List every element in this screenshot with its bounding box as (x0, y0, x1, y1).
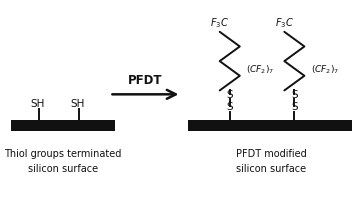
Text: SH: SH (70, 98, 84, 108)
Text: Thiol groups terminated: Thiol groups terminated (4, 148, 121, 158)
Text: $(CF_2)_7$: $(CF_2)_7$ (246, 63, 275, 75)
Text: S: S (227, 102, 233, 112)
Text: PFDT: PFDT (128, 74, 163, 87)
Text: silicon surface: silicon surface (236, 163, 306, 173)
Text: $F_3C$: $F_3C$ (275, 16, 294, 30)
Text: PFDT modified: PFDT modified (236, 148, 307, 158)
Bar (188, 120, 352, 132)
Text: S: S (291, 102, 298, 112)
Text: silicon surface: silicon surface (28, 163, 98, 173)
Text: S: S (291, 89, 298, 99)
Text: $F_3C$: $F_3C$ (210, 16, 229, 30)
Bar (11, 120, 115, 132)
Text: S: S (227, 89, 233, 99)
Text: SH: SH (31, 98, 45, 108)
Text: $(CF_2)_7$: $(CF_2)_7$ (311, 63, 339, 75)
